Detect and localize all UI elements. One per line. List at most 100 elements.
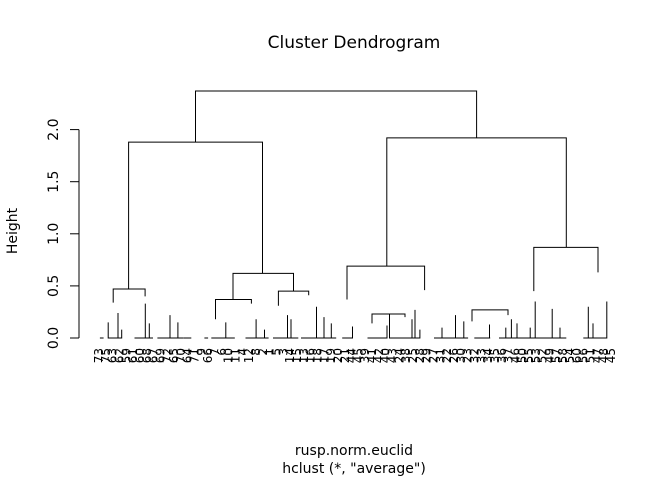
dendrogram-link bbox=[211, 322, 227, 339]
dendrogram-link bbox=[107, 312, 119, 339]
dendrogram-link bbox=[395, 319, 413, 339]
leaf-label: 44 bbox=[345, 348, 359, 363]
dendrogram-link bbox=[346, 265, 426, 300]
leaf-label: 24 bbox=[392, 348, 406, 363]
leaf-label: 1 bbox=[263, 348, 277, 356]
leaf-label: 72 bbox=[160, 348, 174, 363]
leaf-label: 12 bbox=[242, 348, 256, 363]
leaf-label: 49 bbox=[543, 348, 557, 363]
leaf-label: 16 bbox=[304, 348, 318, 363]
leaf-label: 33 bbox=[474, 348, 488, 363]
leaf-label: 22 bbox=[440, 348, 454, 363]
leaf-label: 51 bbox=[584, 348, 598, 363]
leaf-label: 10 bbox=[222, 348, 236, 363]
y-tick-label: 0.0 bbox=[46, 327, 62, 349]
leaf-label: 2 bbox=[256, 348, 270, 356]
leaf-label: 25 bbox=[406, 348, 420, 363]
dendrogram-link bbox=[374, 325, 388, 339]
leaf-label: 66 bbox=[201, 348, 215, 363]
leaf-label: 8 bbox=[249, 348, 263, 356]
leaf-label: 21 bbox=[338, 348, 352, 363]
dendrogram-link bbox=[251, 329, 265, 339]
leaf-label: 11 bbox=[229, 348, 243, 363]
dendrogram-link bbox=[112, 288, 146, 303]
leaf-label: 13 bbox=[297, 348, 311, 363]
dendrogram-link bbox=[499, 323, 518, 339]
dendrogram-link bbox=[128, 141, 263, 290]
leaf-label: 75 bbox=[99, 348, 113, 363]
dendrogram-link bbox=[587, 301, 608, 339]
dendrogram-link bbox=[195, 90, 478, 143]
dendrogram-link bbox=[232, 272, 294, 300]
leaf-label: 62 bbox=[112, 348, 126, 363]
leaf-label: 34 bbox=[481, 348, 495, 363]
leaf-label: 28 bbox=[413, 348, 427, 363]
leaf-label: 31 bbox=[433, 348, 447, 363]
dendrogram-link bbox=[342, 326, 353, 339]
leaf-label: 18 bbox=[310, 348, 324, 363]
dendrogram-link bbox=[157, 315, 171, 339]
dendrogram-link bbox=[273, 315, 288, 339]
leaf-label: 50 bbox=[515, 348, 529, 363]
leaf-label: 7 bbox=[208, 348, 222, 356]
dendrogram-link bbox=[510, 301, 536, 339]
leaf-label: 58 bbox=[556, 348, 570, 363]
leaf-label: 60 bbox=[133, 348, 147, 363]
leaf-label: 47 bbox=[590, 348, 604, 363]
dendrogram-link bbox=[471, 309, 509, 322]
leaf-label: 23 bbox=[461, 348, 475, 363]
leaf-label: 26 bbox=[447, 348, 461, 363]
leaf-label: 4 bbox=[235, 348, 249, 356]
leaf-label: 43 bbox=[386, 348, 400, 363]
dendrogram-links bbox=[99, 90, 608, 339]
dendrogram-link bbox=[320, 323, 332, 339]
leaf-label: 52 bbox=[536, 348, 550, 363]
leaf-label: 55 bbox=[522, 348, 536, 363]
leaf-label: 9 bbox=[194, 348, 208, 356]
leaf-label: 32 bbox=[467, 348, 481, 363]
dendrogram-link bbox=[277, 290, 310, 306]
leaf-label: 65 bbox=[167, 348, 181, 363]
chart-title: Cluster Dendrogram bbox=[268, 33, 441, 53]
dendrogram-link bbox=[546, 327, 561, 339]
y-tick-label: 0.5 bbox=[46, 275, 62, 297]
leaf-label: 41 bbox=[365, 348, 379, 363]
leaf-label: 45 bbox=[351, 348, 365, 363]
leaf-label: 73 bbox=[92, 348, 106, 363]
dendrogram-link bbox=[301, 306, 317, 339]
y-tick-label: 2.0 bbox=[46, 118, 62, 140]
leaf-label: 42 bbox=[372, 348, 386, 363]
leaf-label: 57 bbox=[549, 348, 563, 363]
y-tick-label: 1.0 bbox=[46, 223, 62, 245]
leaf-label: 5 bbox=[269, 348, 283, 356]
leaf-label: 64 bbox=[181, 348, 195, 363]
leaf-label: 70 bbox=[174, 348, 188, 363]
leaf-label: 39 bbox=[358, 348, 372, 363]
dendrogram-link bbox=[480, 324, 490, 339]
leaf-label: 71 bbox=[188, 348, 202, 363]
y-axis: 0.0 0.5 1.0 1.5 2.0 bbox=[46, 118, 80, 349]
y-tick-label: 1.5 bbox=[46, 171, 62, 193]
leaf-label: 54 bbox=[563, 348, 577, 363]
leaf-label: 63 bbox=[106, 348, 120, 363]
leaf-label: 61 bbox=[126, 348, 140, 363]
leaf-label: 56 bbox=[577, 348, 591, 363]
leaf-label: 37 bbox=[502, 348, 516, 363]
leaf-label: 68 bbox=[140, 348, 154, 363]
y-axis-label: Height bbox=[5, 207, 21, 254]
leaf-label: 40 bbox=[379, 348, 393, 363]
dendrogram-link bbox=[386, 137, 567, 267]
leaf-label: 14 bbox=[283, 348, 297, 363]
dendrogram-link bbox=[245, 319, 257, 339]
leaf-label: 15 bbox=[290, 348, 304, 363]
leaf-label: 48 bbox=[597, 348, 611, 363]
leaf-label: 46 bbox=[508, 348, 522, 363]
leaf-label: 27 bbox=[427, 348, 441, 363]
dendrogram-link bbox=[371, 313, 406, 324]
leaf-label: 30 bbox=[454, 348, 468, 363]
leaf-label: 45 bbox=[604, 348, 618, 363]
dendrogram-link bbox=[434, 327, 443, 339]
x-axis-label: rusp.norm.euclid bbox=[295, 443, 413, 459]
leaf-label: 19 bbox=[324, 348, 338, 363]
